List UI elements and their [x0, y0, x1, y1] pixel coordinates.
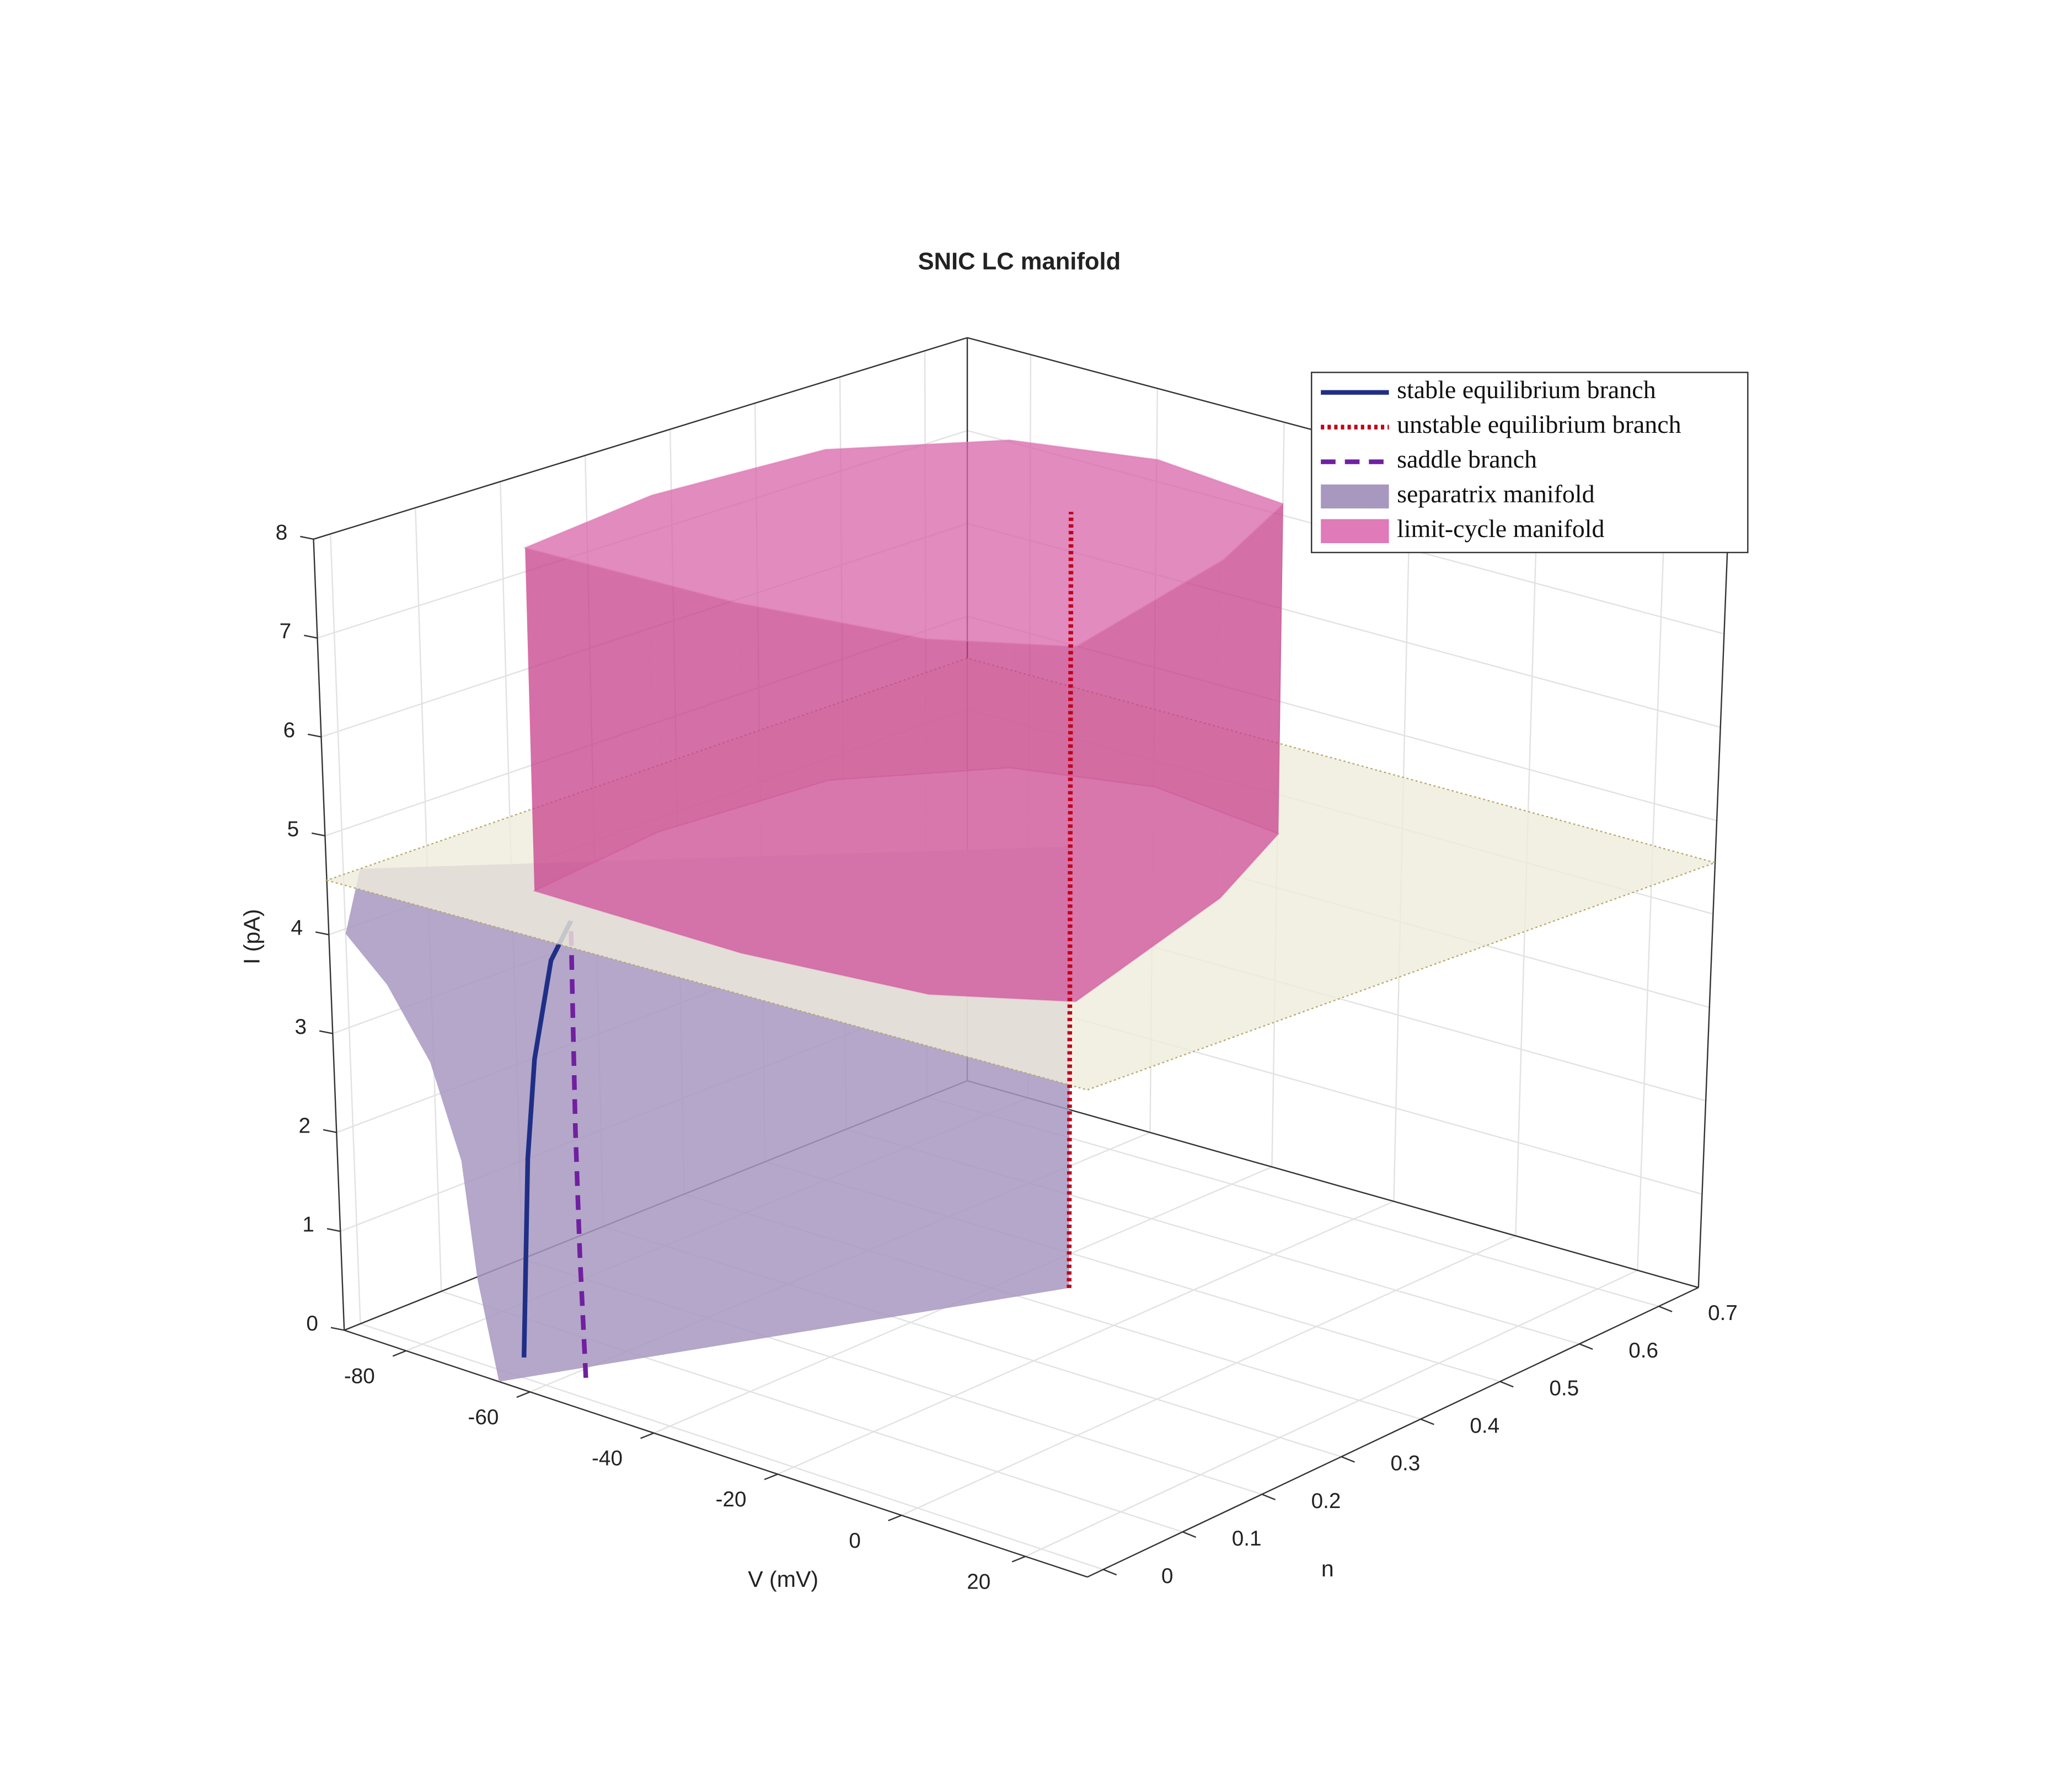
axis-edge: [313, 539, 345, 1330]
z-tick: [300, 535, 314, 540]
x-tick-label: 20: [967, 1570, 990, 1594]
z-tick-label: 0: [306, 1312, 318, 1335]
z-tick: [308, 733, 322, 738]
limit-cycle-side: [926, 639, 1076, 1002]
x-tick: [1011, 1555, 1026, 1563]
y-tick-label: 0.3: [1391, 1452, 1421, 1476]
legend-label: limit-cycle manifold: [1397, 514, 1604, 543]
z-tick-label: 8: [276, 521, 288, 544]
limit-cycle-side: [1075, 559, 1224, 1002]
legend: stable equilibrium branch unstable equili…: [1311, 372, 1749, 554]
limit-cycle-side: [1220, 503, 1283, 898]
y-axis-label: n: [1321, 1556, 1334, 1581]
grid-line: [1025, 1269, 1638, 1557]
legend-label: unstable equilibrium branch: [1397, 410, 1681, 438]
x-tick-label: 0: [849, 1529, 861, 1553]
y-tick: [1103, 1569, 1117, 1576]
y-tick-label: 0.5: [1549, 1376, 1579, 1400]
y-tick-label: 0.7: [1708, 1301, 1738, 1325]
legend-label: stable equilibrium branch: [1397, 375, 1656, 404]
x-tick-label: -20: [716, 1488, 747, 1511]
legend-label: separatrix manifold: [1397, 480, 1595, 508]
z-tick-label: 1: [302, 1213, 314, 1237]
y-tick: [1579, 1343, 1593, 1350]
z-tick-label: 2: [298, 1114, 310, 1138]
grid-line: [901, 1235, 1516, 1516]
axis-edge: [1087, 1286, 1699, 1578]
axis-edge: [344, 1329, 1088, 1578]
branch-line: [1067, 512, 1074, 1288]
y-tick: [1420, 1418, 1434, 1425]
axis-edge: [313, 337, 968, 540]
limit-cycle-top: [523, 439, 1285, 647]
y-tick-label: 0.6: [1628, 1339, 1658, 1362]
limit-cycle-side: [735, 602, 929, 995]
y-tick: [1182, 1531, 1197, 1538]
chart-title: SNIC LC manifold: [918, 249, 1121, 275]
limit-cycle-side: [525, 548, 742, 953]
z-tick: [330, 1327, 345, 1331]
legend-label: saddle branch: [1397, 445, 1537, 473]
y-tick-label: 0: [1161, 1564, 1174, 1588]
legend-patch: [1321, 519, 1389, 544]
x-tick-label: -80: [344, 1364, 375, 1388]
axis-edge: [1697, 540, 1729, 1288]
z-axis-label: I (pA): [239, 909, 265, 965]
grid-line: [777, 1200, 1394, 1475]
z-tick: [311, 832, 325, 837]
y-tick-label: 0.1: [1232, 1527, 1262, 1550]
z-tick: [323, 1129, 337, 1134]
x-tick: [888, 1515, 902, 1521]
x-tick: [392, 1350, 406, 1357]
legend-patch: [1321, 484, 1389, 509]
z-tick-label: 3: [294, 1015, 307, 1039]
z-tick-label: 5: [287, 817, 299, 841]
x-tick: [640, 1432, 655, 1439]
x-tick: [516, 1391, 531, 1398]
z-tick: [326, 1228, 341, 1232]
y-tick: [1499, 1381, 1514, 1388]
y-tick-label: 0.4: [1470, 1414, 1499, 1437]
z-tick-label: 4: [291, 916, 303, 940]
z-tick: [315, 931, 329, 936]
y-tick: [1658, 1306, 1673, 1312]
x-tick-label: -40: [592, 1447, 623, 1471]
z-tick-label: 7: [280, 620, 292, 643]
x-tick-label: -60: [468, 1405, 499, 1429]
y-tick-label: 0.2: [1311, 1489, 1341, 1513]
x-tick: [764, 1473, 778, 1480]
y-tick: [1261, 1493, 1276, 1500]
z-tick-label: 6: [283, 718, 296, 742]
axis-edge: [967, 1080, 1699, 1289]
z-tick: [304, 635, 318, 639]
branch-line: [521, 920, 573, 1358]
branch-line: [568, 921, 588, 1378]
z-tick: [319, 1030, 333, 1034]
x-axis-label: V (mV): [748, 1566, 818, 1592]
y-tick: [1341, 1456, 1355, 1463]
grid-line: [360, 1323, 1103, 1570]
